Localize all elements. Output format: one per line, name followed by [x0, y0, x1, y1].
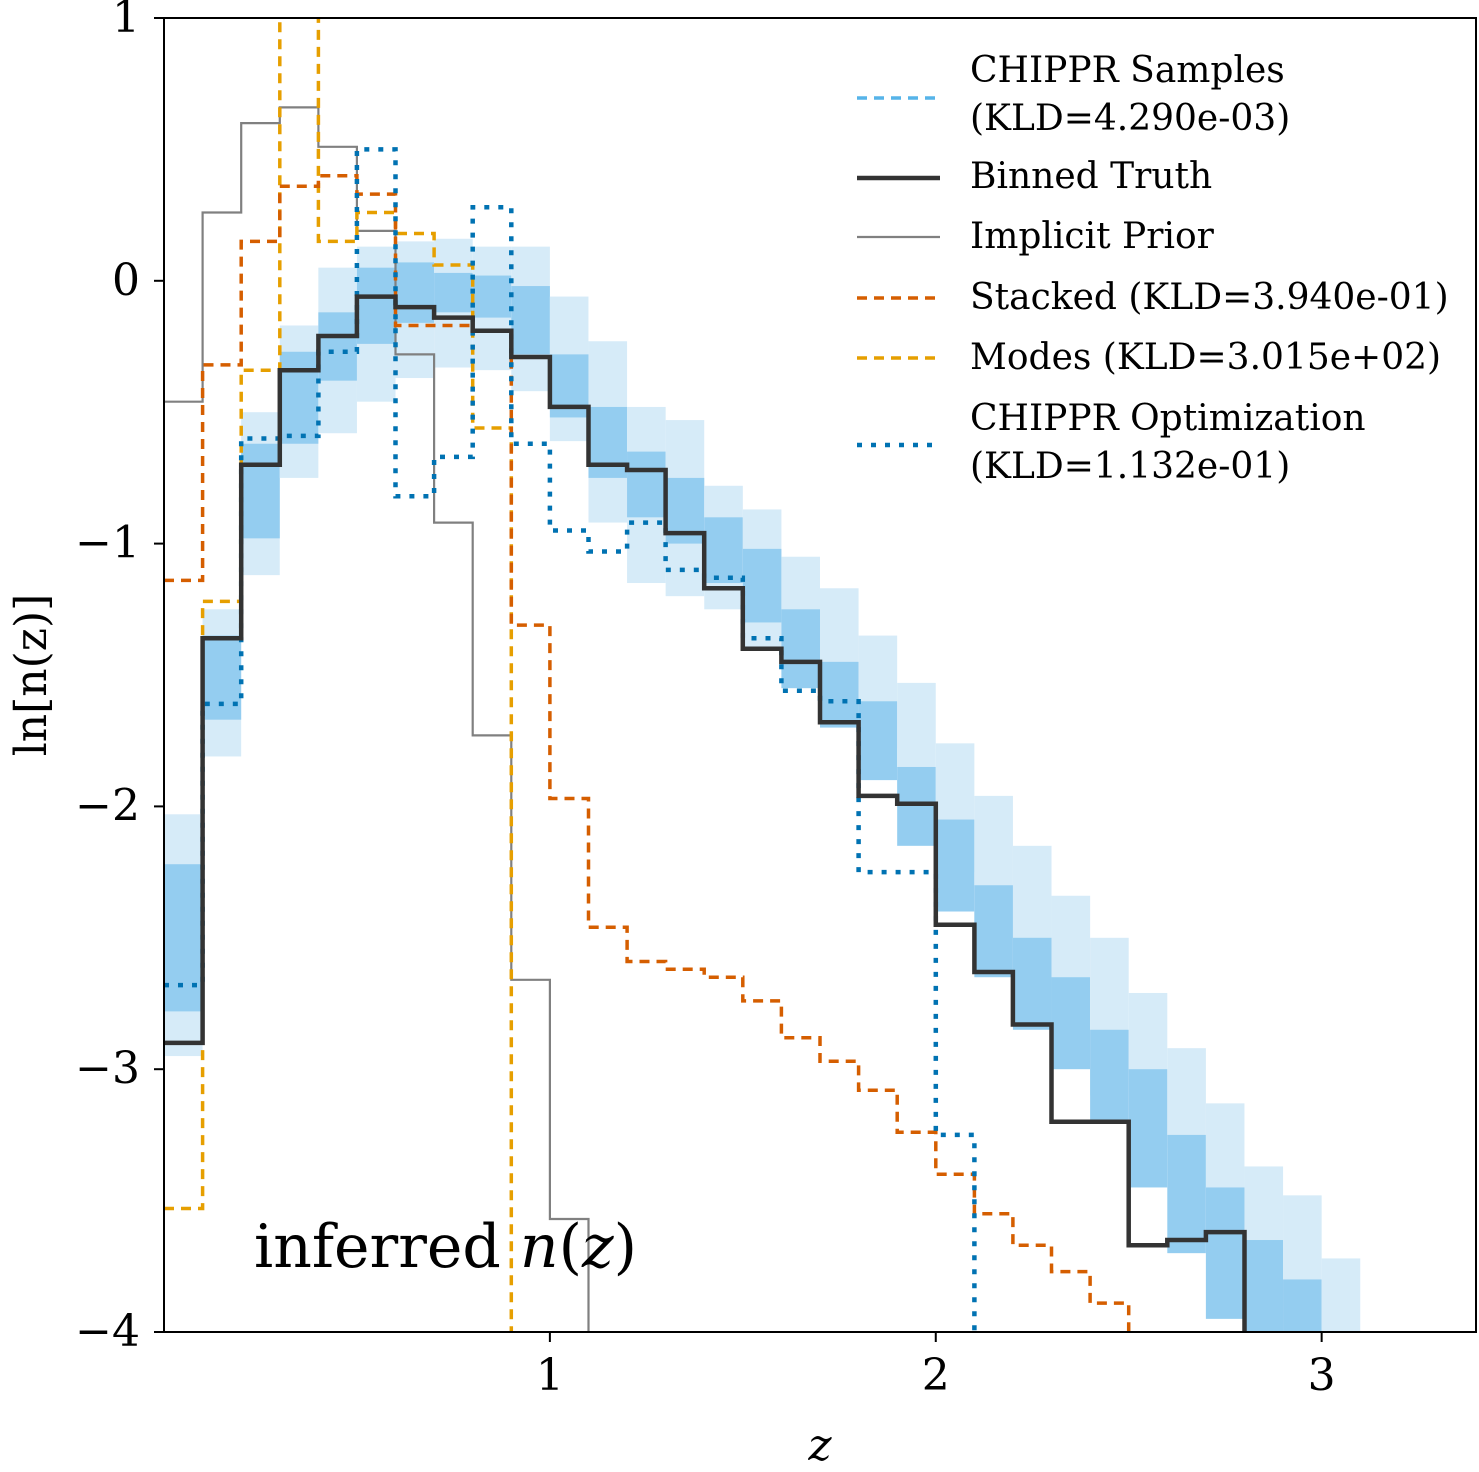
legend-label: Stacked (KLD=3.940e-01): [970, 277, 1449, 318]
x-tick-label: 3: [1308, 1350, 1336, 1401]
band-inner: [858, 701, 898, 781]
series-stacked: [164, 173, 1131, 1332]
x-axis-label: z: [807, 1420, 832, 1471]
series-lines: [164, 18, 1247, 1332]
band-inner: [1051, 977, 1091, 1070]
legend-label: Binned Truth: [970, 156, 1212, 197]
band-inner: [704, 517, 743, 584]
band-inner: [1128, 1069, 1168, 1188]
y-tick-label: 0: [112, 255, 140, 306]
band-inner: [1205, 1187, 1245, 1319]
legend-label: Modes (KLD=3.015e+02): [970, 337, 1441, 378]
y-tick-label: −4: [75, 1306, 140, 1357]
y-tick-label: −1: [75, 518, 140, 569]
x-tick-label: 1: [536, 1350, 564, 1401]
band-inner: [974, 885, 1013, 978]
y-tick-label: −3: [75, 1043, 140, 1094]
band-inner: [820, 661, 859, 728]
y-tick-label: −2: [75, 780, 140, 831]
series-implicit-prior: [164, 106, 590, 1332]
band-inner: [1283, 1279, 1322, 1332]
plot-annotation: inferred n(z): [254, 1212, 637, 1282]
band-outer: [1321, 1258, 1361, 1332]
band-inner: [588, 406, 628, 478]
legend-label: CHIPPR Optimization: [970, 398, 1366, 439]
y-axis-label: ln[n(z)]: [6, 594, 57, 757]
band-inner: [897, 766, 936, 846]
band-inner: [472, 275, 512, 318]
legend-label: (KLD=1.132e-01): [970, 446, 1290, 487]
band-inner: [935, 819, 975, 912]
legend-label: (KLD=4.290e-03): [970, 98, 1290, 139]
band-inner: [627, 451, 666, 518]
band-inner: [1012, 937, 1052, 1030]
plot-frame: [163, 17, 1477, 1333]
band-inner: [164, 864, 203, 1012]
legend-label: Implicit Prior: [970, 216, 1215, 257]
band-inner: [1167, 1134, 1206, 1254]
x-tick-label: 2: [922, 1350, 950, 1401]
band-inner: [279, 351, 319, 444]
legend: CHIPPR Samples (KLD=4.290e-03) Binned Trut…: [857, 50, 1449, 487]
y-axis: 1 0 −1 −2 −3 −4: [75, 0, 164, 1357]
band-inner: [202, 635, 242, 720]
band-inner: [318, 312, 357, 381]
y-tick-label: 1: [112, 0, 140, 43]
legend-label: CHIPPR Samples: [970, 50, 1285, 91]
band-inner: [356, 267, 396, 344]
band-inner: [434, 272, 473, 313]
band-inner: [1090, 1029, 1129, 1122]
series-chippr-optimization: [164, 147, 977, 1332]
posterior-bands: [164, 238, 1361, 1332]
band-inner: [781, 609, 820, 689]
band-inner: [395, 262, 435, 323]
band-inner: [1244, 1240, 1284, 1332]
band-inner: [511, 286, 550, 355]
band-inner: [241, 443, 280, 539]
band-inner: [742, 548, 782, 623]
x-axis: 1 2 3: [536, 1332, 1336, 1401]
series-binned-truth: [164, 294, 1247, 1332]
